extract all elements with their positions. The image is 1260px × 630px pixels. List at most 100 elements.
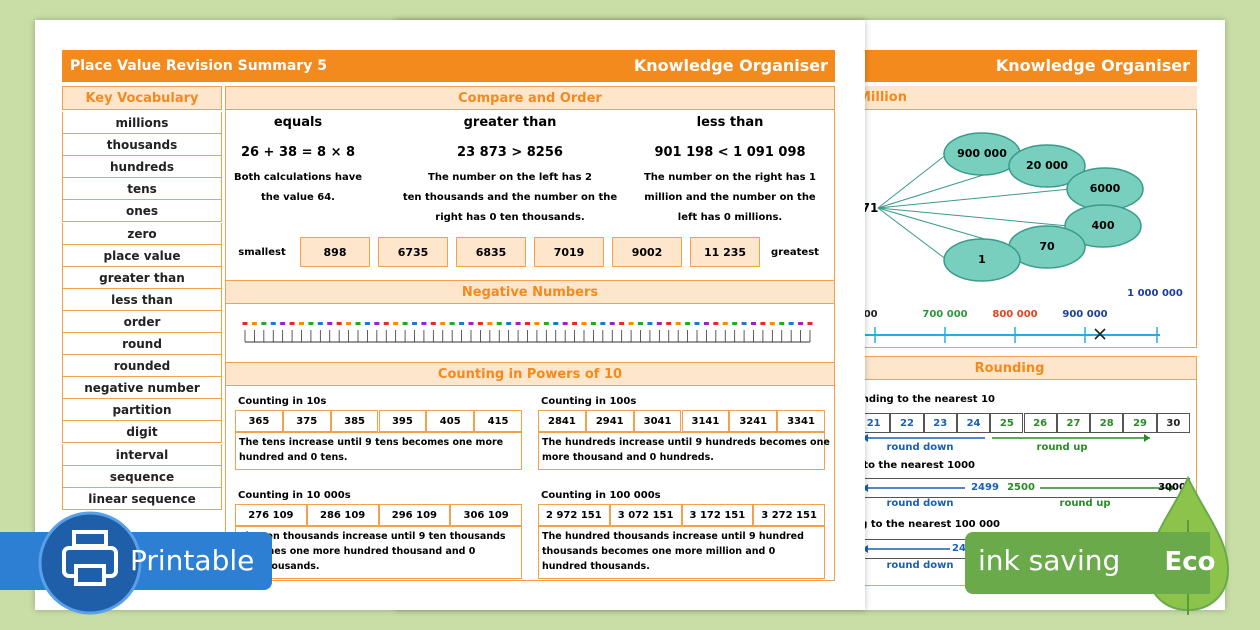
compare-note: right has 0 ten thousands. [435,212,585,223]
million-label: 700 000 [922,309,968,320]
tick-label-mark [666,322,672,325]
vocabulary-word: order [62,310,222,333]
rounding-cell: 26 [1023,413,1057,433]
compare-note: the value 64. [261,192,335,203]
order-box: 7019 [534,237,604,267]
tick-label-mark [769,322,775,325]
tick-label-mark [327,322,333,325]
title: Place Value Revision Summary 5 [70,58,327,74]
group-label: Counting in 10s [238,396,327,407]
vocabulary-word: zero [62,222,222,245]
count-cell: 405 [426,410,475,432]
tick-label-mark [685,322,691,325]
count-cell: 375 [282,410,331,432]
vocabulary-word: negative number [62,377,222,400]
count-cell: 3341 [777,410,825,432]
order-box: 11 235 [690,237,760,267]
partition-value: 20 000 [1025,159,1069,172]
order-box: 9002 [612,237,682,267]
tick-label-mark [694,322,700,325]
rounding-cell: 23 [923,413,957,433]
tick-label-mark [289,322,295,325]
compare-label: greater than [463,115,557,130]
arrow-head [1169,484,1175,492]
rounding-value: 2499 [971,482,999,493]
back-subtitle: Knowledge Organiser [995,56,1190,75]
tick-label-mark [421,322,427,325]
arrow-head [862,484,868,492]
tick-label-mark [525,322,530,325]
compare-label: equals [273,115,323,130]
tick-label-mark [374,322,380,325]
count-cell: 3241 [729,410,778,432]
decoration [840,132,1175,553]
order-end: greatest [771,247,819,258]
group-label: Counting in 100 000s [541,490,661,501]
vocabulary-word: millions [62,112,222,134]
tick-label-mark [487,322,493,325]
compare-note: million and the number on the [644,192,816,203]
tick-label-mark [355,322,361,325]
group-note: ten thousands. [239,561,320,572]
whole-number: 71 [861,201,879,215]
partition-oval [943,238,1021,282]
compare-heading: Compare and Order [225,86,835,110]
partition-value: 900 000 [957,147,1007,160]
decoration [38,475,1230,615]
partition-line [877,188,1071,209]
rounding-cell: 22 [890,413,924,433]
compare-note: The number on the right has 1 [643,172,816,183]
tick-label-mark [261,322,267,325]
tick-label-mark [383,322,389,325]
order-box: 898 [300,237,370,267]
printer-out [74,564,106,586]
count-cell: 2941 [585,410,634,432]
tick-label-mark [242,322,248,325]
tick-label-mark [779,322,785,325]
eco-text: Eco [1164,547,1216,577]
rounding-label: Rounding to the nearest 100 000 [813,519,1000,530]
tick-label-mark [430,322,436,325]
eco-badge [965,532,1210,594]
partition-line [877,153,948,209]
rounding-cell: 25 [990,413,1024,433]
tick-label-mark [788,322,794,325]
rounding-value: 3000 [1158,482,1186,493]
tick-label-mark [581,322,587,325]
vocabulary-word: thousands [62,134,222,157]
printer-paper [72,530,108,548]
compare-label: less than [696,115,764,130]
vocabulary-word: ones [62,200,222,223]
tick-label-mark [543,322,549,325]
tick-label-mark [807,322,813,325]
tick-label-mark [280,322,286,325]
tick-label-mark [572,322,578,325]
tick-label-mark [760,322,766,325]
front-page: Place Value Revision Summary 5 Knowledge … [35,20,865,610]
order-box: 6735 [378,237,448,267]
rounding-cell: 30 [1156,413,1190,433]
tick-label-mark [449,322,455,325]
tick-label-mark [317,322,323,325]
group-note: The hundreds increase until 9 hundreds b… [542,437,830,448]
tick-label-mark [703,322,709,325]
ink-saving-text: ink saving [978,544,1121,577]
million-label: 900 000 [1062,309,1108,320]
tick-label-mark [798,322,804,325]
note-box [235,432,522,470]
group-note: The ten thousands increase until 9 ten t… [239,531,506,542]
partition-value: 70 [1039,240,1055,253]
group-note: hundred thousands. [542,561,650,572]
tick-label-mark [346,322,352,325]
tick-label-mark [609,322,615,325]
rounding-cell: 27 [1056,413,1091,433]
tick-label-mark [619,322,625,325]
rounding-cell: 29 [1123,413,1157,433]
rounding-label: Rounding to the nearest 1000 [806,460,975,471]
vocabulary-word: place value [62,244,222,267]
vocabulary-word: rounded [62,355,222,378]
tick-label-mark [251,322,257,325]
vocabulary-word: tens [62,178,222,201]
tick-label-mark [562,322,568,325]
